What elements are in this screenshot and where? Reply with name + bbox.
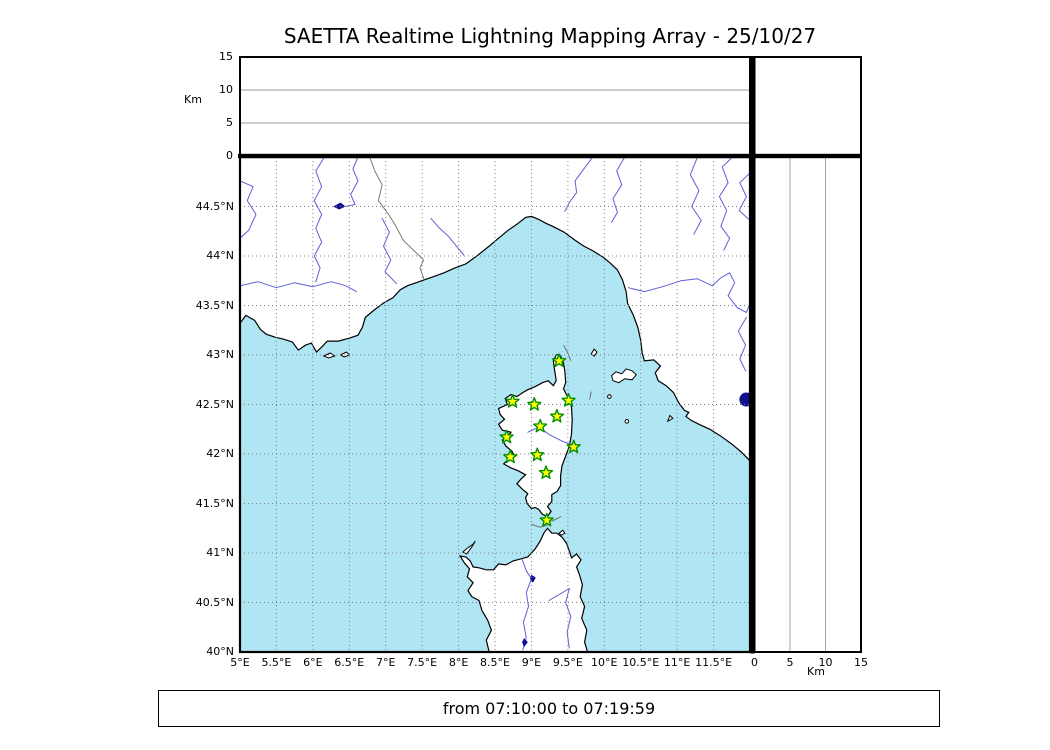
time-range-box: from 07:10:00 to 07:19:59 — [158, 690, 940, 727]
elba-island — [611, 368, 637, 384]
lake-coghinas — [530, 574, 536, 583]
lake-omodeo — [522, 638, 528, 648]
river-line — [718, 157, 733, 251]
station-marker — [549, 408, 565, 423]
river-line — [627, 272, 750, 313]
station-marker — [527, 397, 542, 411]
river-line — [548, 588, 570, 601]
map-panel — [240, 157, 750, 652]
hyeres-west-island — [322, 352, 336, 359]
river-line — [738, 172, 750, 221]
islet-dot — [624, 419, 630, 424]
lake-dot — [739, 392, 750, 407]
coastal-dash — [551, 516, 562, 522]
lake-serre-poncon — [333, 202, 346, 210]
river-line — [527, 426, 573, 446]
corsica-island — [497, 353, 573, 518]
horizontal-separator — [238, 153, 861, 159]
mainland-coastline — [240, 215, 750, 462]
map-grid — [240, 157, 750, 652]
station-marker — [499, 429, 514, 444]
river-line — [240, 281, 358, 293]
river-line — [381, 217, 398, 285]
river-line — [689, 157, 702, 235]
time-range-text: from 07:10:00 to 07:19:59 — [442, 699, 656, 718]
river-line — [611, 157, 626, 223]
maddalena-island — [558, 529, 566, 536]
coastal-dash — [589, 391, 592, 400]
sardinia-island — [460, 528, 588, 652]
river-line — [737, 316, 747, 372]
station-marker — [530, 447, 545, 462]
station-marker — [566, 439, 581, 454]
station-marker — [551, 353, 567, 368]
vertical-separator — [750, 56, 755, 654]
capraia-island — [590, 348, 598, 357]
station-marker — [503, 449, 518, 464]
river-line — [521, 558, 532, 651]
station-marker — [505, 394, 520, 408]
river-line — [345, 157, 359, 207]
coastal-dash — [531, 523, 550, 528]
station-marker — [533, 418, 548, 433]
mainland-landmass — [240, 157, 750, 461]
river-line — [313, 157, 325, 283]
station-marker — [561, 393, 576, 407]
corner-panel-frame — [753, 56, 862, 157]
river-line — [240, 180, 257, 239]
islet-dot — [607, 394, 612, 399]
top-altitude-panel-frame — [239, 56, 751, 157]
page-title: SAETTA Realtime Lightning Mapping Array … — [283, 24, 817, 48]
country-border-line — [369, 157, 425, 280]
sardinia-coastline — [458, 527, 589, 652]
station-marker — [539, 512, 554, 527]
right-altitude-panel-frame — [753, 156, 862, 653]
giglio-island — [666, 414, 674, 423]
river-line — [564, 157, 594, 212]
asinara-island — [462, 540, 476, 555]
station-marker — [538, 465, 554, 479]
